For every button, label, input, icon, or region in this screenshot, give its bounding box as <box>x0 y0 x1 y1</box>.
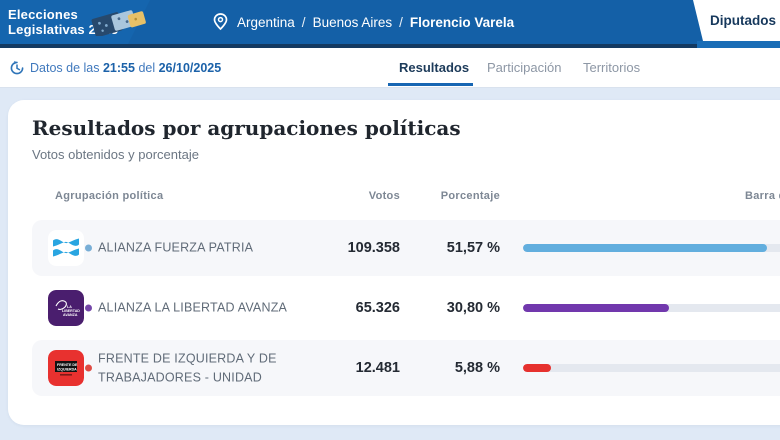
party-vote-bar <box>523 364 780 372</box>
timestamp-date: 26/10/2025 <box>158 61 222 75</box>
active-tab-underline <box>388 83 473 86</box>
location-breadcrumb: Argentina / Buenos Aires / Florencio Varela <box>212 0 514 44</box>
party-color-bullet-icon <box>85 364 92 372</box>
party-percentage: 51,57 % <box>446 240 500 256</box>
breadcrumb-separator: / <box>301 14 306 30</box>
tab-participacion[interactable]: Participación <box>487 60 562 75</box>
logo-line1: Elecciones <box>8 7 78 22</box>
party-vote-bar-fill <box>523 364 551 372</box>
chamber-tab-diputados[interactable]: Diputados <box>693 0 780 41</box>
chamber-tab-label: Diputados <box>710 13 776 28</box>
frente-izquierda-logo: FRENTE DE IZQUIERDA <box>48 350 84 386</box>
breadcrumb-item[interactable]: Buenos Aires <box>312 14 393 30</box>
party-color-bullet-icon <box>85 304 92 312</box>
party-name: ALIANZA LA LIBERTAD AVANZA <box>98 300 288 315</box>
party-name: FRENTE DE IZQUIERDA Y DE TRABAJADORES - … <box>98 351 277 384</box>
breadcrumb: Argentina / Buenos Aires / Florencio Varela <box>237 15 514 30</box>
party-votes: 12.481 <box>355 360 400 376</box>
column-header-party: Agrupación política <box>55 190 164 202</box>
header-diagonal-shade <box>128 0 728 44</box>
libertad-avanza-logo: LA LIBERTAD AVANZA <box>48 290 84 326</box>
data-timestamp: Datos de las 21:55 del 26/10/2025 <box>30 48 221 88</box>
party-result-row[interactable]: FRENTE DE IZQUIERDA FRENTE DE IZQUIERDA Y… <box>32 340 780 396</box>
party-vote-bar-fill <box>523 244 767 252</box>
page-subtitle: Votos obtenidos y porcentaje <box>32 147 199 162</box>
top-header: Elecciones Legislativas 2025 Argentina / B… <box>0 0 780 48</box>
party-name: ALIANZA FUERZA PATRIA <box>98 240 254 255</box>
breadcrumb-item[interactable]: Argentina <box>237 14 295 30</box>
party-vote-bar-fill <box>523 304 669 312</box>
party-result-row[interactable]: LA LIBERTAD AVANZA ALIANZA LA LIBERTAD AVA… <box>32 280 780 336</box>
refresh-clock-icon <box>10 60 24 75</box>
svg-text:AVANZA: AVANZA <box>63 313 78 317</box>
fuerza-patria-flag-logo <box>48 230 84 266</box>
breadcrumb-separator: / <box>399 14 403 30</box>
svg-text:FRENTE DE: FRENTE DE <box>57 363 78 367</box>
party-votes: 109.358 <box>347 240 400 256</box>
header-bottom-border <box>0 44 697 48</box>
tab-resultados[interactable]: Resultados <box>399 60 470 75</box>
logo-line2: Legislativas 2025 <box>8 22 119 37</box>
results-card: Resultados por agrupaciones políticas Vo… <box>8 100 780 425</box>
party-percentage: 5,88 % <box>454 360 500 376</box>
party-vote-bar <box>523 304 780 312</box>
column-header-percentage: Porcentaje <box>440 190 500 202</box>
site-logo[interactable]: Elecciones Legislativas 2025 <box>8 7 118 37</box>
ballots-logo-icon <box>91 10 146 36</box>
party-percentage: 30,80 % <box>446 300 500 316</box>
svg-text:LIBERTAD: LIBERTAD <box>62 309 80 313</box>
location-pin-icon <box>213 13 228 31</box>
party-vote-bar <box>523 244 780 252</box>
party-color-bullet-icon <box>85 244 92 252</box>
svg-text:LA: LA <box>67 305 72 309</box>
timestamp-connector: del <box>138 61 156 75</box>
svg-text:IZQUIERDA: IZQUIERDA <box>57 368 77 372</box>
party-result-row[interactable]: ALIANZA FUERZA PATRIA 109.358 51,57 % <box>32 220 780 276</box>
column-header-bar: Barra de votos <box>745 190 780 202</box>
results-table: ALIANZA FUERZA PATRIA 109.358 51,57 % LA… <box>32 220 780 396</box>
timestamp-prefix: Datos de las <box>30 61 100 75</box>
chamber-tab-underline <box>697 41 780 48</box>
party-votes: 65.326 <box>355 300 400 316</box>
tab-territorios[interactable]: Territorios <box>583 60 641 75</box>
status-tab-bar: Datos de las 21:55 del 26/10/2025 Result… <box>0 48 780 88</box>
page-title: Resultados por agrupaciones políticas <box>32 116 461 140</box>
breadcrumb-item[interactable]: Florencio Varela <box>409 14 515 30</box>
timestamp-time: 21:55 <box>102 61 135 75</box>
column-header-votes: Votos <box>368 190 400 202</box>
